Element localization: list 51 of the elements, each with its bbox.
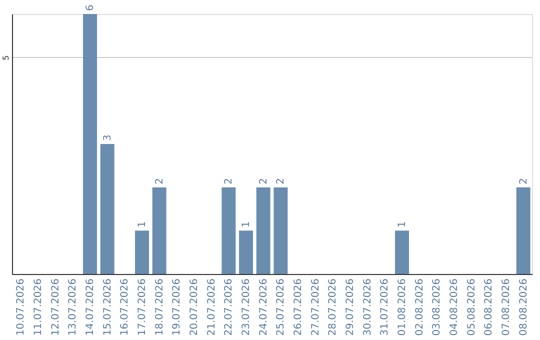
bar: [516, 187, 530, 274]
data-label: 6: [85, 4, 96, 11]
x-tick-label: 29.07.2026: [345, 278, 356, 336]
data-label: 2: [276, 178, 287, 184]
bar: [100, 144, 114, 274]
data-label: 2: [224, 178, 235, 184]
x-tick-label: 02.08.2026: [414, 278, 426, 336]
x-tick-label: 05.08.2026: [466, 278, 478, 336]
data-label: 3: [102, 134, 114, 141]
x-tick-label: 14.07.2026: [85, 278, 96, 336]
x-tick-label: 30.07.2026: [362, 278, 374, 336]
x-tick-label: 11.07.2026: [33, 278, 44, 336]
data-label: 1: [397, 221, 408, 228]
x-tick-label: 25.07.2026: [276, 278, 287, 336]
x-tick-label: 15.07.2026: [102, 278, 114, 336]
x-tick-label: 23.07.2026: [241, 278, 252, 336]
x-tick-label: 28.07.2026: [328, 278, 339, 336]
data-label: 1: [241, 221, 252, 228]
x-tick-label: 20.07.2026: [189, 278, 200, 336]
bar: [135, 230, 149, 274]
x-tick-label: 21.07.2026: [206, 278, 218, 336]
x-tick-label: 26.07.2026: [293, 278, 304, 336]
x-tick-label: 17.07.2026: [137, 278, 148, 336]
x-tick-label: 12.07.2026: [50, 278, 62, 336]
x-tick-label: 22.07.2026: [224, 278, 235, 336]
data-label: 1: [137, 221, 148, 228]
x-tick-label: 04.08.2026: [449, 278, 460, 336]
x-tick-label: 10.07.2026: [16, 278, 27, 336]
x-tick-label: 01.08.2026: [397, 278, 408, 336]
x-tick-label: 31.07.2026: [380, 278, 391, 336]
x-tick-label: 03.08.2026: [432, 278, 443, 336]
bar: [395, 230, 409, 274]
data-label: 2: [154, 178, 166, 184]
data-label: 2: [258, 178, 270, 184]
x-tick-label: 06.08.2026: [484, 278, 495, 336]
y-tick-label: 5: [2, 55, 10, 60]
x-tick-label: 08.08.2026: [518, 278, 530, 336]
bar: [152, 187, 166, 274]
bar: [222, 187, 236, 274]
data-label: 2: [518, 178, 530, 184]
x-tick-label: 07.08.2026: [501, 278, 512, 336]
x-tick-label: 18.07.2026: [154, 278, 166, 336]
x-tick-label: 19.07.2026: [172, 278, 183, 336]
bar: [256, 187, 270, 274]
x-tick-label: 27.07.2026: [310, 278, 322, 336]
bar: [83, 14, 97, 274]
x-tick-label: 16.07.2026: [120, 278, 131, 336]
x-tick-label: 13.07.2026: [68, 278, 79, 336]
bar: [239, 230, 253, 274]
x-tick-label: 24.07.2026: [258, 278, 270, 336]
bar: [274, 187, 288, 274]
